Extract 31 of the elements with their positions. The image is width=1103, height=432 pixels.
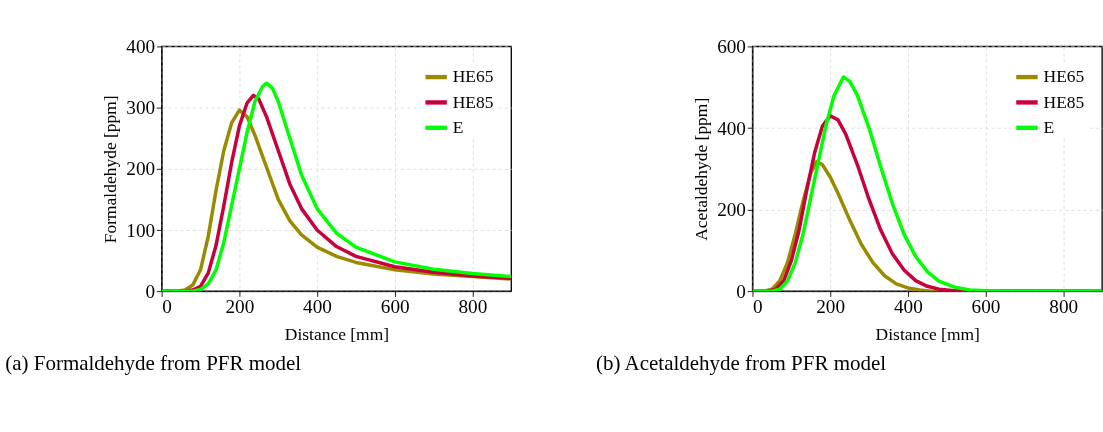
y-tick-label: 200 [126,158,156,180]
x-tick-label: 600 [971,296,1001,318]
legend-label: HE65 [1043,66,1085,87]
y-tick-label: 400 [126,36,156,58]
text: (b) Acetaldehyde from PFR model [596,350,887,375]
x-tick-label: 400 [893,296,923,318]
y-axis-title: Acetaldehyde [ppm] [690,97,711,241]
y-tick-label: 0 [736,280,746,302]
y-tick-label: 200 [717,199,746,221]
x-tick-label: 800 [458,296,488,318]
legend-label: HE85 [1043,91,1085,112]
x-axis-title: Distance [mm] [284,323,390,344]
x-axis-title: Distance [mm] [875,323,980,344]
legend-label: HE65 [452,66,494,87]
x-tick-label: 0 [162,296,172,318]
x-tick-label: 600 [380,296,410,318]
x-tick-label: 0 [752,296,763,318]
x-tick-label: 200 [225,296,255,318]
text: (a) Formaldehyde from PFR model [5,350,302,375]
x-tick-label: 800 [1049,296,1079,318]
legend-label: HE85 [452,91,494,112]
y-tick-label: 600 [717,36,746,58]
legend-label: E [452,117,464,138]
y-tick-label: 100 [126,219,156,241]
x-tick-label: 400 [303,296,332,318]
legend-label: E [1043,117,1055,138]
y-tick-label: 0 [145,280,156,302]
y-tick-label: 300 [126,97,156,119]
y-tick-label: 400 [717,117,746,139]
y-axis-title: Formaldehyde [ppm] [99,95,120,244]
x-tick-label: 200 [816,296,846,318]
